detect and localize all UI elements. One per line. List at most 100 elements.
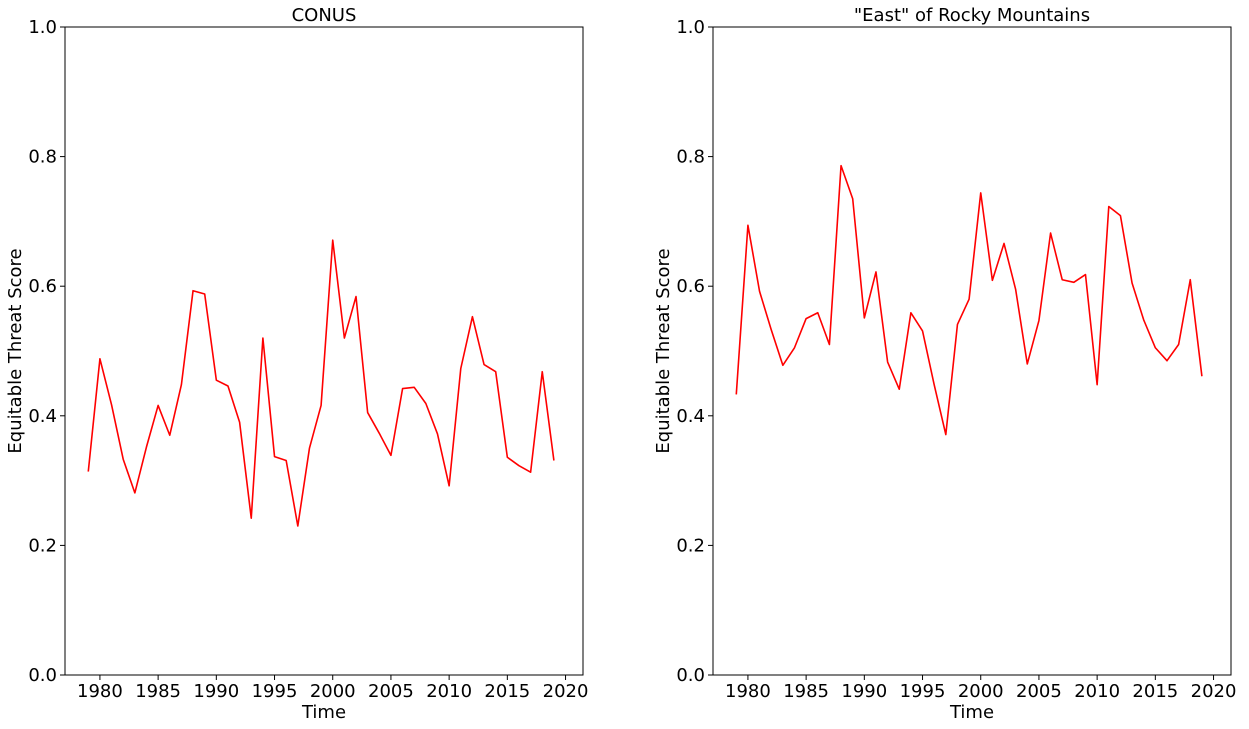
- data-point: [794, 347, 796, 349]
- data-point: [297, 525, 299, 527]
- data-point: [1050, 232, 1052, 234]
- data-point: [472, 316, 474, 318]
- data-point: [99, 358, 101, 360]
- data-point: [285, 460, 287, 462]
- series-group: [87, 239, 555, 527]
- data-point: [216, 379, 218, 381]
- data-point: [759, 291, 761, 293]
- data-point: [1108, 206, 1110, 208]
- data-point: [829, 344, 831, 346]
- y-tick-label: 0.0: [28, 665, 57, 686]
- data-point: [887, 361, 889, 363]
- data-point: [483, 364, 485, 366]
- data-point: [111, 404, 113, 406]
- data-point: [1096, 384, 1098, 386]
- data-point: [840, 165, 842, 167]
- data-point: [204, 293, 206, 295]
- y-tick-label: 0.2: [28, 535, 57, 556]
- x-tick-label: 1985: [783, 681, 829, 702]
- data-point: [192, 290, 194, 292]
- data-point: [782, 364, 784, 366]
- data-point: [945, 434, 947, 436]
- data-point: [320, 405, 322, 407]
- data-point: [910, 312, 912, 314]
- y-axis-label: Equitable Threat Score: [653, 248, 674, 453]
- data-point: [390, 455, 392, 457]
- y-tick-label: 0.8: [676, 147, 705, 168]
- data-point: [1003, 243, 1005, 245]
- x-tick-label: 2015: [484, 681, 530, 702]
- x-tick-label: 1985: [135, 681, 181, 702]
- data-point: [805, 318, 807, 320]
- data-point: [817, 312, 819, 314]
- data-point: [1038, 320, 1040, 322]
- data-point: [134, 492, 136, 494]
- data-point: [898, 388, 900, 390]
- data-point: [239, 421, 241, 423]
- data-point: [448, 485, 450, 487]
- x-axis-label: Time: [301, 702, 346, 723]
- data-point: [495, 371, 497, 373]
- data-point: [1166, 360, 1168, 362]
- data-point: [146, 446, 148, 448]
- x-axis-label: Time: [949, 702, 994, 723]
- x-tick-label: 2000: [310, 681, 356, 702]
- data-point: [344, 337, 346, 339]
- data-point: [157, 405, 159, 407]
- data-point: [852, 198, 854, 200]
- data-point: [957, 324, 959, 326]
- data-point: [181, 384, 183, 386]
- data-point: [992, 280, 994, 282]
- data-point: [1026, 363, 1028, 365]
- plot-frame: [712, 26, 1232, 676]
- data-point: [507, 456, 509, 458]
- y-tick-label: 0.6: [28, 276, 57, 297]
- ticks: 1980 1985 1990 1995 2000 2005 2010 2015 2020 0.0 0…: [28, 17, 588, 702]
- data-point: [922, 330, 924, 332]
- x-tick-label: 2010: [426, 681, 472, 702]
- y-tick-label: 0.8: [28, 147, 57, 168]
- y-tick-label: 1.0: [676, 17, 705, 38]
- data-point: [274, 456, 276, 458]
- data-point: [933, 384, 935, 386]
- ticks: 1980 1985 1990 1995 2000 2005 2010 2015 2020 0.0 0…: [676, 17, 1236, 702]
- data-point: [1189, 279, 1191, 281]
- data-point: [1155, 347, 1157, 349]
- data-point: [530, 471, 532, 473]
- data-point: [87, 471, 89, 473]
- series-group: [735, 164, 1203, 436]
- data-point: [1120, 215, 1122, 217]
- x-tick-label: 1995: [252, 681, 298, 702]
- data-point: [747, 224, 749, 226]
- data-point: [1015, 289, 1017, 291]
- data-point: [169, 434, 171, 436]
- data-point: [309, 447, 311, 449]
- chart-title: "East" of Rocky Mountains: [854, 5, 1090, 26]
- y-tick-label: 0.2: [676, 535, 705, 556]
- x-tick-label: 2000: [958, 681, 1004, 702]
- data-point: [262, 337, 264, 339]
- data-point: [1073, 282, 1075, 284]
- data-point: [1178, 344, 1180, 346]
- data-point: [1201, 375, 1203, 377]
- plot-frame: [64, 26, 584, 676]
- data-point: [875, 271, 877, 273]
- data-point: [980, 192, 982, 194]
- data-point: [250, 517, 252, 519]
- data-point: [402, 388, 404, 390]
- x-tick-label: 2020: [1191, 681, 1237, 702]
- x-tick-label: 1990: [841, 681, 887, 702]
- x-tick-label: 1980: [725, 681, 771, 702]
- data-point: [968, 298, 970, 300]
- conus-panel: CONUS Time Equitable Threat Score 1980 19…: [5, 5, 588, 723]
- y-axis-label: Equitable Threat Score: [5, 248, 26, 453]
- x-tick-label: 1995: [900, 681, 946, 702]
- data-point: [437, 433, 439, 435]
- data-point: [770, 329, 772, 331]
- data-point: [1143, 319, 1145, 321]
- x-tick-label: 1990: [193, 681, 239, 702]
- x-tick-label: 2010: [1074, 681, 1120, 702]
- data-point: [541, 371, 543, 373]
- data-point: [227, 385, 229, 387]
